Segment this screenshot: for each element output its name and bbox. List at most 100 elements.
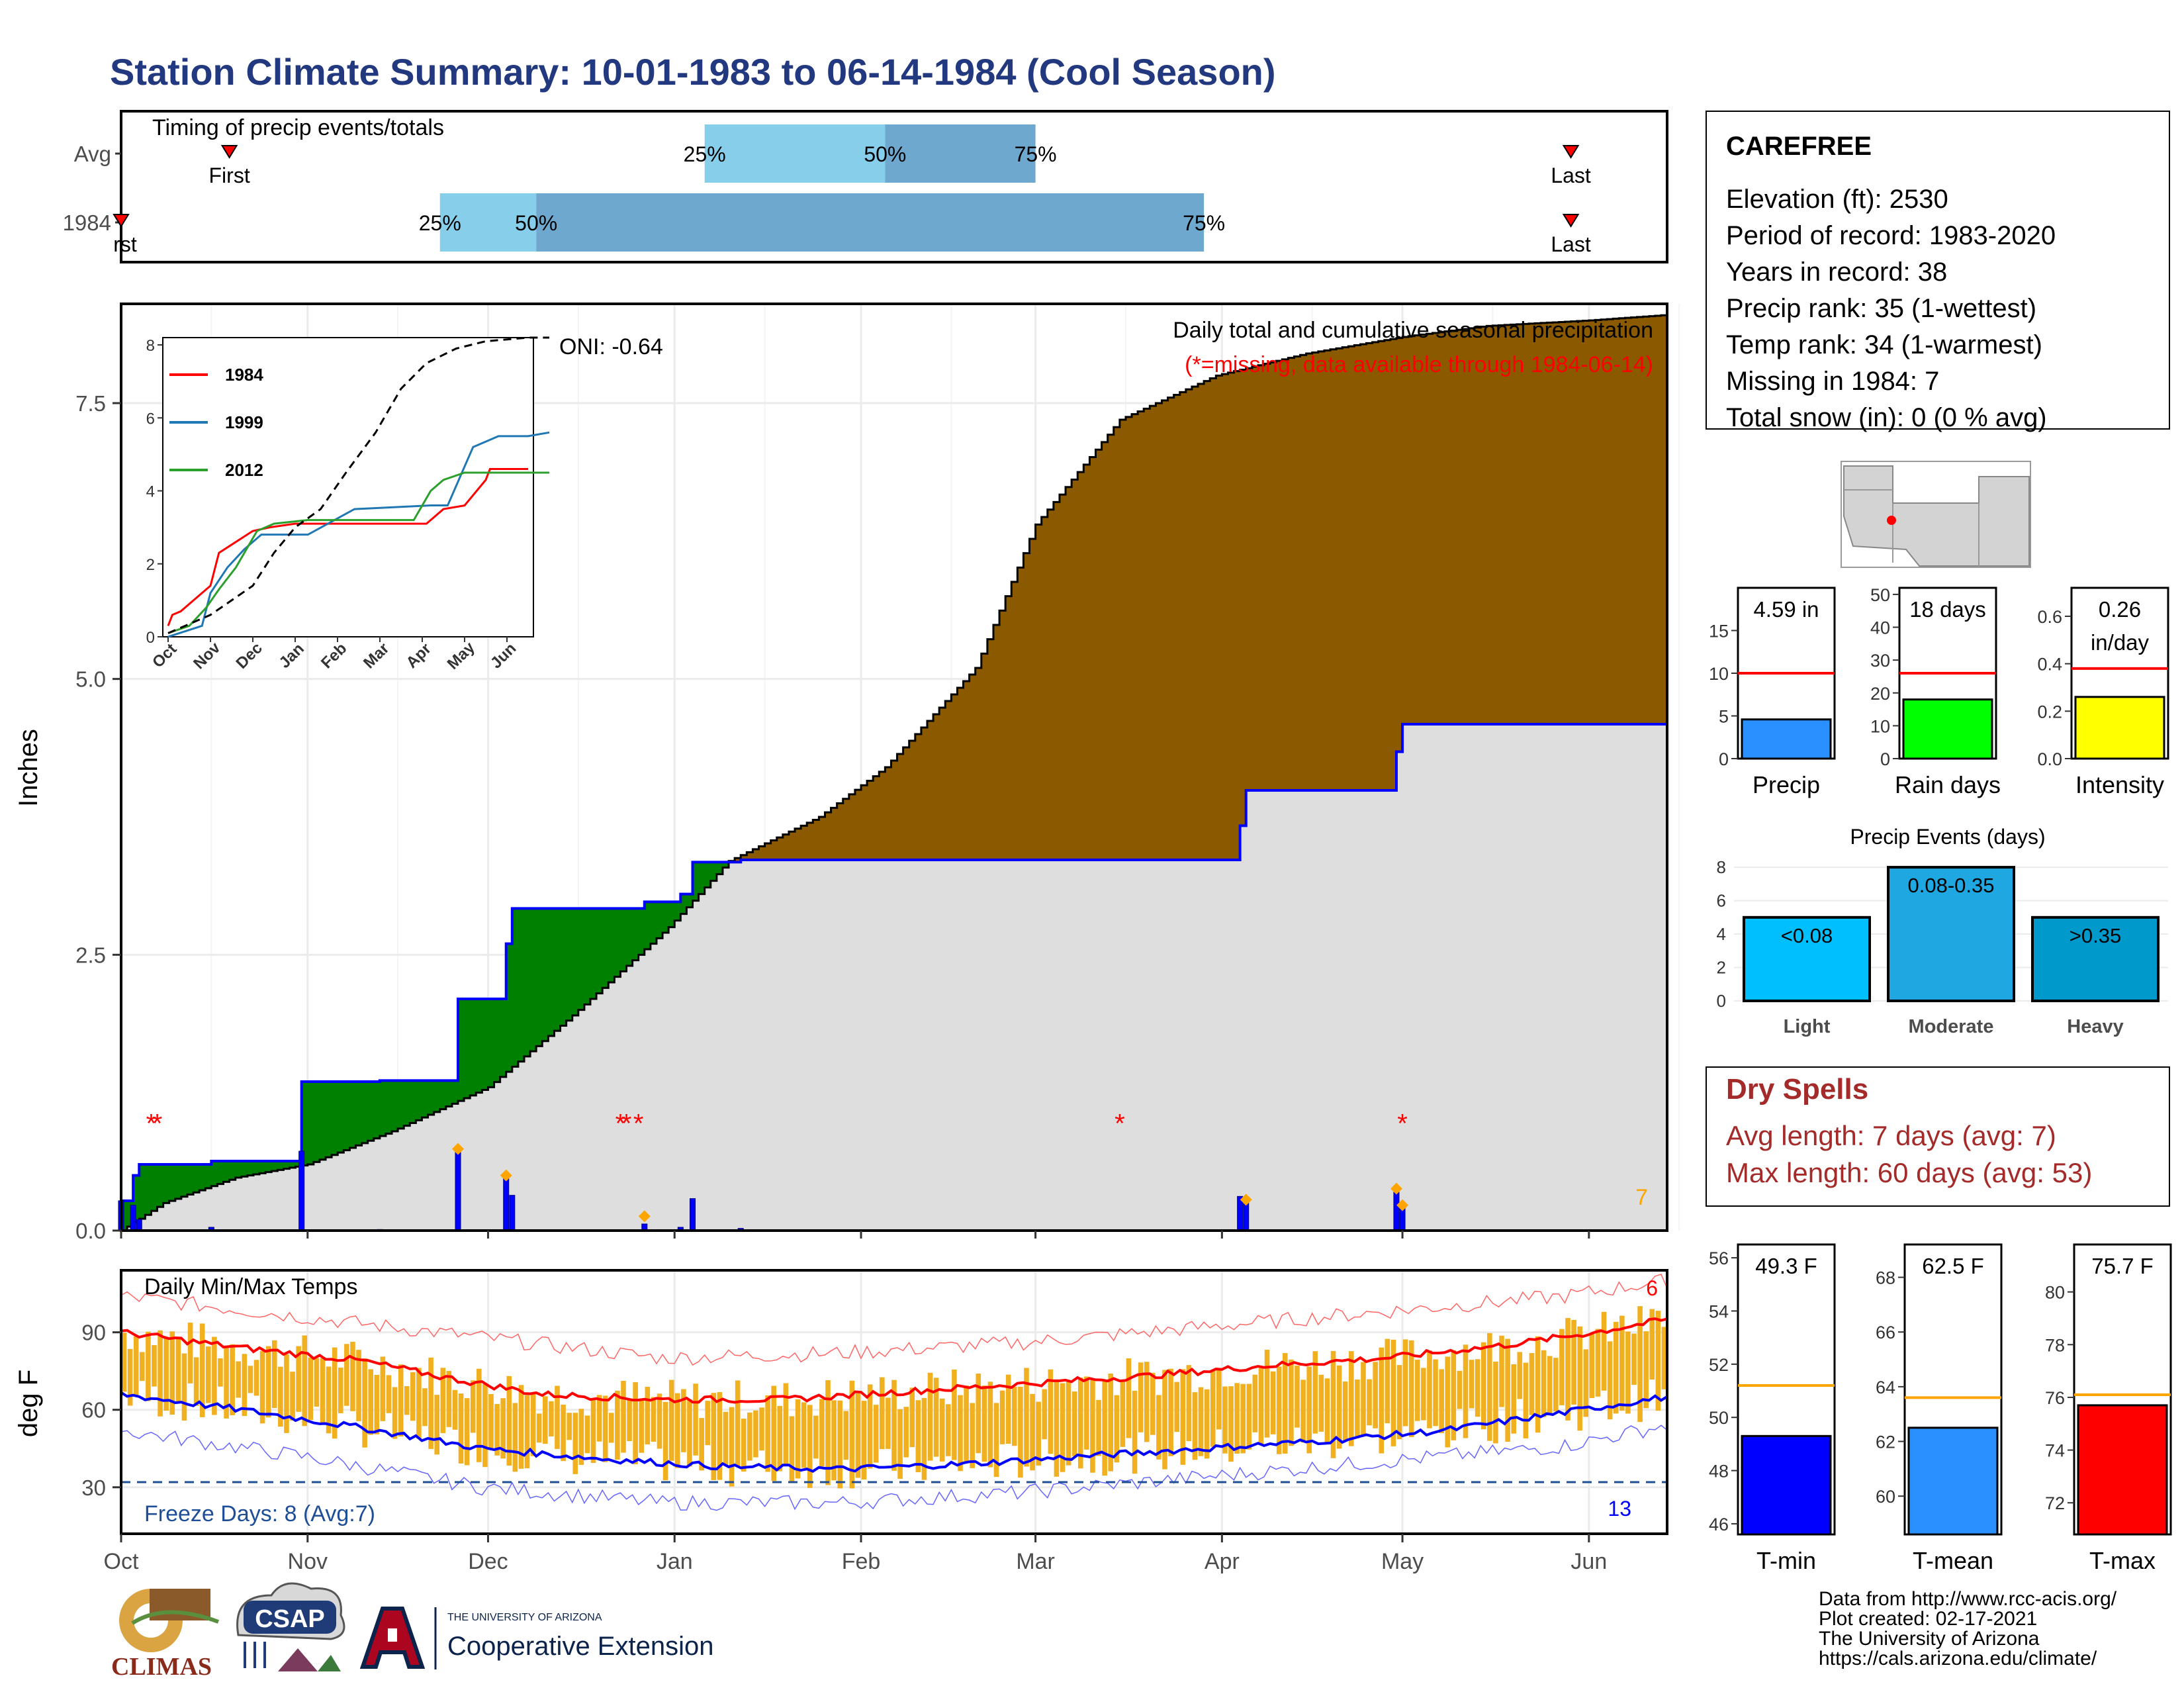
below-avg-fill <box>909 741 916 860</box>
daily-temp-bar <box>1132 1390 1138 1474</box>
above-avg-fill <box>211 1161 218 1186</box>
daily-temp-bar <box>657 1393 662 1449</box>
daily-temp-bar <box>927 1372 933 1461</box>
below-avg-fill <box>1619 318 1625 724</box>
gauge-value-label-rain_days_gauge: 18 days <box>1909 597 1986 622</box>
daily-precip-bar <box>136 1219 142 1231</box>
inset-legend-label: 2012 <box>225 460 263 480</box>
svg-text:CSAP: CSAP <box>255 1605 325 1633</box>
below-avg-fill <box>915 734 922 860</box>
timing-title: Timing of precip events/totals <box>152 115 444 140</box>
above-avg-fill <box>289 1161 296 1168</box>
daily-temp-bar <box>880 1377 885 1450</box>
daily-temp-bar <box>1216 1368 1222 1430</box>
precip-title: Daily total and cumulative seasonal prec… <box>1173 318 1653 343</box>
below-avg-fill <box>1480 326 1487 724</box>
above-avg-fill <box>271 1161 278 1171</box>
daily-temp-bar <box>224 1347 229 1419</box>
above-avg-fill <box>361 1082 369 1143</box>
gauge-tick-label: 15 <box>1709 622 1729 641</box>
below-avg-fill <box>1017 567 1024 860</box>
below-avg-fill <box>1348 346 1355 790</box>
temp-count-hi: 6 <box>1646 1276 1658 1300</box>
daily-temp-bar <box>1228 1386 1234 1462</box>
daily-temp-bar <box>849 1380 855 1489</box>
above-avg-fill <box>512 908 519 1067</box>
daily-temp-bar <box>1655 1311 1661 1411</box>
daily-temp-bar <box>987 1382 993 1468</box>
below-avg-fill <box>1023 553 1030 860</box>
below-avg-fill <box>891 761 898 860</box>
above-avg-fill <box>379 1080 387 1137</box>
daily-temp-bar <box>958 1395 963 1472</box>
daily-temp-bar <box>242 1354 248 1417</box>
gauge-tick-label: 30 <box>1870 651 1890 671</box>
below-avg-fill <box>1588 320 1596 724</box>
below-avg-fill <box>1270 362 1277 790</box>
below-avg-fill <box>993 625 1000 860</box>
below-avg-fill <box>837 803 844 860</box>
daily-temp-bar <box>693 1383 698 1456</box>
below-avg-fill <box>1204 381 1210 860</box>
gauge-value-label-tmax_gauge: 75.7 F <box>2091 1254 2154 1278</box>
daily-temp-bar <box>555 1385 560 1449</box>
daily-temp-bar <box>759 1407 764 1451</box>
daily-temp-bar <box>1168 1368 1173 1456</box>
missing-marker: * <box>615 1109 626 1138</box>
below-avg-fill <box>1095 449 1103 860</box>
daily-temp-bar <box>1469 1360 1475 1409</box>
below-avg-fill <box>1234 371 1241 860</box>
below-avg-fill <box>788 831 796 860</box>
below-avg-fill <box>1625 318 1631 725</box>
daily-temp-bar <box>199 1323 205 1417</box>
above-avg-fill <box>301 1082 308 1166</box>
daily-avg-marker <box>1240 1194 1252 1206</box>
below-avg-fill <box>1156 403 1162 860</box>
daily-temp-bar <box>993 1403 999 1477</box>
timing-first-label: rst <box>113 232 137 256</box>
below-avg-fill <box>1257 365 1265 790</box>
gauge-bar-intensity_gauge <box>2074 696 2165 760</box>
daily-temp-bar <box>404 1385 410 1415</box>
below-avg-fill <box>1167 397 1175 860</box>
events-bar-moderate <box>1887 866 2015 1002</box>
below-avg-fill <box>1462 329 1469 725</box>
daily-temp-bar <box>530 1393 536 1456</box>
daily-avg-marker <box>500 1169 512 1182</box>
daily-temp-bar <box>915 1400 921 1472</box>
below-avg-fill <box>1516 324 1524 725</box>
below-avg-fill <box>1011 582 1018 860</box>
temp-y-tick-label: 90 <box>81 1321 106 1345</box>
below-avg-fill <box>1119 420 1126 860</box>
below-avg-fill <box>1029 539 1036 860</box>
daily-temp-bar <box>1433 1359 1438 1427</box>
daily-temp-bar <box>771 1385 777 1481</box>
daily-temp-bar <box>1264 1349 1270 1438</box>
daily-temp-bar <box>633 1382 638 1465</box>
daily-temp-bar <box>230 1344 235 1415</box>
inset-legend-label: 1984 <box>225 365 263 385</box>
dry-spells-avg: Avg length: 7 days (avg: 7) <box>1726 1120 2056 1151</box>
daily-temp-bar <box>1523 1362 1529 1438</box>
above-avg-fill <box>187 1164 194 1195</box>
gauge-tick-label: 64 <box>1876 1378 1895 1397</box>
inset-y-tick-label: 8 <box>146 337 155 355</box>
above-avg-fill <box>560 908 567 1026</box>
daily-temp-bar <box>1295 1365 1300 1428</box>
daily-precip-bar <box>1237 1196 1244 1231</box>
daily-temp-bar <box>1060 1383 1066 1472</box>
inset-y-tick-label: 0 <box>146 629 155 647</box>
below-avg-fill <box>1594 320 1602 724</box>
daily-temp-bar <box>1108 1374 1114 1472</box>
events-x-label: Heavy <box>2067 1016 2123 1037</box>
above-avg-fill <box>277 1161 284 1170</box>
daily-temp-bar <box>1595 1329 1601 1397</box>
daily-temp-bar <box>981 1385 987 1462</box>
daily-temp-bar <box>1571 1319 1576 1405</box>
inset-series-1999 <box>167 431 550 638</box>
above-avg-fill <box>392 1080 398 1131</box>
precip-events-chart: Precip Events (days) 0 2 4 6 8 <0.08 Light 0.08… <box>1717 825 2168 1037</box>
temp-x-tick-label: Oct <box>104 1549 139 1574</box>
below-avg-fill <box>1125 416 1132 860</box>
